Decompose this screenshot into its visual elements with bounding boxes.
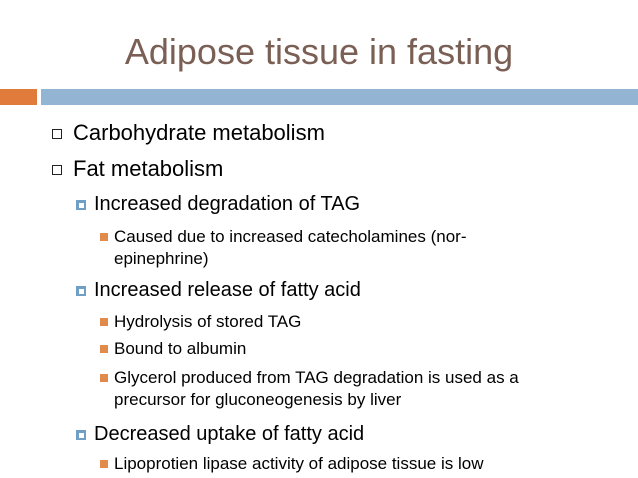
list-item-text: Decreased uptake of fatty acid <box>94 423 365 445</box>
list-item-text: Caused due to increased catecholamines (… <box>114 227 467 246</box>
list-item-text: Bound to albumin <box>114 339 247 358</box>
list-item-text: Fat metabolism <box>73 156 224 181</box>
hollow-square-bullet-icon <box>52 165 62 175</box>
orange-square-bullet-icon <box>100 345 108 353</box>
list-item-text-continued: epinephrine) <box>114 249 209 268</box>
list-item-text: Glycerol produced from TAG degradation i… <box>114 368 519 387</box>
orange-square-bullet-icon <box>100 460 108 468</box>
list-item-text: Carbohydrate metabolism <box>73 120 325 145</box>
orange-square-bullet-icon <box>100 233 108 241</box>
slide-title: Adipose tissue in fasting <box>124 31 514 72</box>
list-item-text: Increased degradation of TAG <box>94 193 361 215</box>
title-rule-accent <box>0 89 37 105</box>
list-item-text-continued: precursor for gluconeogenesis by liver <box>114 390 402 409</box>
blue-square-bullet-icon <box>76 286 86 296</box>
list-item-text: Lipoprotien lipase activity of adipose t… <box>114 454 484 473</box>
orange-square-bullet-icon <box>100 374 108 382</box>
title-rule-bar <box>41 89 638 105</box>
blue-square-bullet-icon <box>76 430 86 440</box>
list-item-text: Hydrolysis of stored TAG <box>114 312 302 331</box>
list-item-text: Increased release of fatty acid <box>94 279 361 301</box>
orange-square-bullet-icon <box>100 318 108 326</box>
hollow-square-bullet-icon <box>52 129 62 139</box>
blue-square-bullet-icon <box>76 200 86 210</box>
